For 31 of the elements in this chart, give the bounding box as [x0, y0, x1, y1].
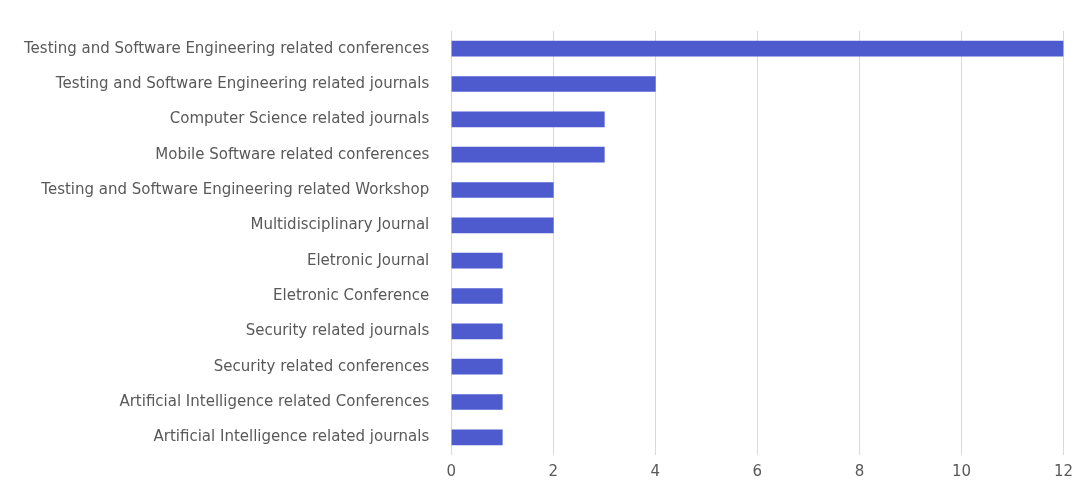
bar [451, 111, 605, 128]
y-tick-label: Multidisciplinary Journal [250, 215, 430, 234]
y-tick-label: Mobile Software related conferences [155, 144, 430, 163]
x-tick-label: 12 [1053, 461, 1073, 480]
x-tick-label: 0 [446, 461, 457, 480]
x-tick-label: 4 [650, 461, 661, 480]
bar [451, 323, 503, 340]
bar [451, 358, 503, 375]
bar [451, 76, 656, 92]
x-tick-label: 2 [548, 461, 559, 480]
y-tick-label: Eletronic Journal [306, 250, 430, 269]
bar [451, 217, 554, 234]
y-tick-label: Computer Science related journals [169, 109, 430, 128]
y-tick-label: Artificial Intelligence related journals [153, 427, 430, 446]
bar [451, 146, 605, 163]
x-tick-label: 10 [951, 461, 971, 480]
bar [451, 429, 503, 446]
x-tick-label: 6 [752, 461, 763, 480]
y-tick-label: Eletronic Conference [273, 285, 430, 304]
y-tick-label: Testing and Software Engineering related Workshop [40, 179, 430, 198]
y-tick-label: Security related journals [245, 321, 430, 340]
y-tick-label: Security related conferences [213, 356, 430, 375]
y-tick-label: Artificial Intelligence related Conferences [119, 391, 430, 410]
y-tick-label: Testing and Software Engineering related conferences [23, 38, 430, 57]
bar [451, 394, 503, 410]
bar [451, 252, 503, 269]
bar [451, 288, 503, 304]
bar [451, 182, 554, 198]
x-tick-label: 8 [854, 461, 865, 480]
y-tick-label: Testing and Software Engineering related journals [54, 73, 430, 92]
bar [451, 40, 1064, 57]
